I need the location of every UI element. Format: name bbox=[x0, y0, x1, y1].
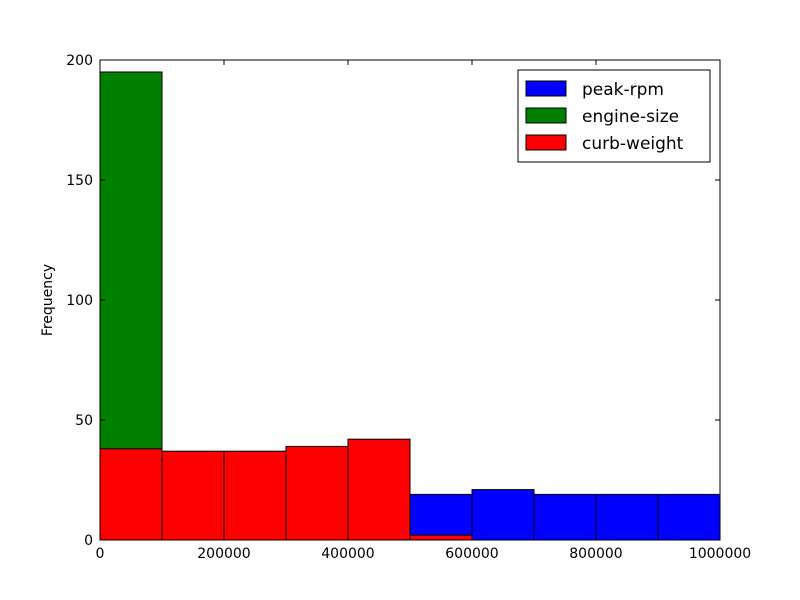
bar-curb-weight-bin-1 bbox=[161, 450, 225, 541]
legend-swatch-engine-size bbox=[525, 107, 567, 124]
x-tick-label: 200000 bbox=[197, 546, 250, 562]
x-tick-label: 400000 bbox=[321, 546, 374, 562]
legend-label-peak-rpm: peak-rpm bbox=[582, 80, 664, 100]
bar-curb-weight-bin-5 bbox=[409, 534, 473, 541]
y-tick-label: 100 bbox=[66, 293, 93, 309]
y-tick-label: 150 bbox=[66, 173, 93, 189]
y-axis-label: Frequency bbox=[40, 264, 56, 336]
legend-label-engine-size: engine-size bbox=[582, 107, 679, 127]
bar-curb-weight-bin-3 bbox=[285, 445, 349, 541]
bar-curb-weight-bin-0 bbox=[99, 448, 163, 541]
x-tick-label: 0 bbox=[96, 546, 105, 562]
y-tick-label: 0 bbox=[84, 533, 93, 549]
bars-layer bbox=[99, 71, 721, 541]
y-tick-label: 50 bbox=[75, 413, 93, 429]
x-tick-label: 800000 bbox=[569, 546, 622, 562]
legend-swatch-peak-rpm bbox=[525, 80, 567, 97]
bar-peak-rpm-bin-6 bbox=[471, 489, 535, 541]
legend-swatch-curb-weight bbox=[525, 134, 567, 151]
bar-peak-rpm-bin-7 bbox=[533, 493, 597, 541]
bar-peak-rpm-bin-5 bbox=[409, 493, 473, 541]
bar-curb-weight-bin-2 bbox=[223, 450, 287, 541]
y-tick-label: 200 bbox=[66, 53, 93, 69]
x-tick-label: 1000000 bbox=[689, 546, 751, 562]
legend-label-curb-weight: curb-weight bbox=[582, 134, 684, 154]
bar-peak-rpm-bin-8 bbox=[595, 493, 659, 541]
bar-curb-weight-bin-4 bbox=[347, 438, 411, 541]
legend: peak-rpm engine-size curb-weight bbox=[517, 69, 711, 163]
x-tick-label: 600000 bbox=[445, 546, 498, 562]
bar-peak-rpm-bin-9 bbox=[657, 493, 721, 541]
axis-ticks: 0 200000 400000 600000 800000 1000000 0 50 100 15… bbox=[66, 53, 751, 562]
